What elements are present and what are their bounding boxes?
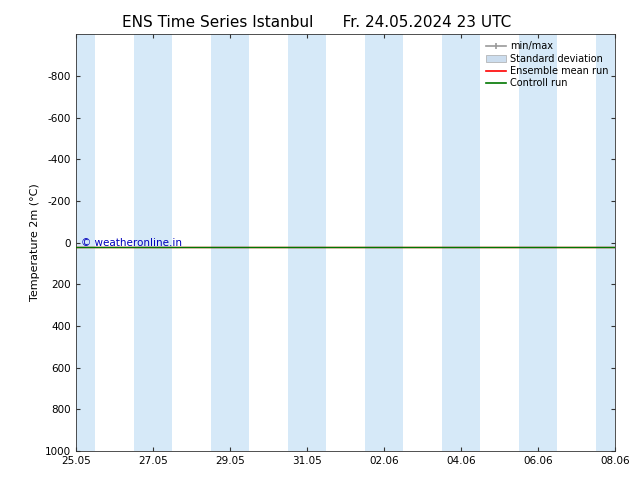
- Bar: [288, 34, 327, 451]
- Bar: [442, 34, 480, 451]
- Bar: [596, 34, 615, 451]
- Y-axis label: Temperature 2m (°C): Temperature 2m (°C): [30, 184, 39, 301]
- Legend: min/max, Standard deviation, Ensemble mean run, Controll run: min/max, Standard deviation, Ensemble me…: [482, 37, 612, 92]
- Text: © weatheronline.in: © weatheronline.in: [81, 238, 183, 248]
- Bar: [210, 34, 249, 451]
- Bar: [519, 34, 557, 451]
- Bar: [76, 34, 95, 451]
- Text: ENS Time Series Istanbul      Fr. 24.05.2024 23 UTC: ENS Time Series Istanbul Fr. 24.05.2024 …: [122, 15, 512, 30]
- Bar: [134, 34, 172, 451]
- Bar: [365, 34, 403, 451]
